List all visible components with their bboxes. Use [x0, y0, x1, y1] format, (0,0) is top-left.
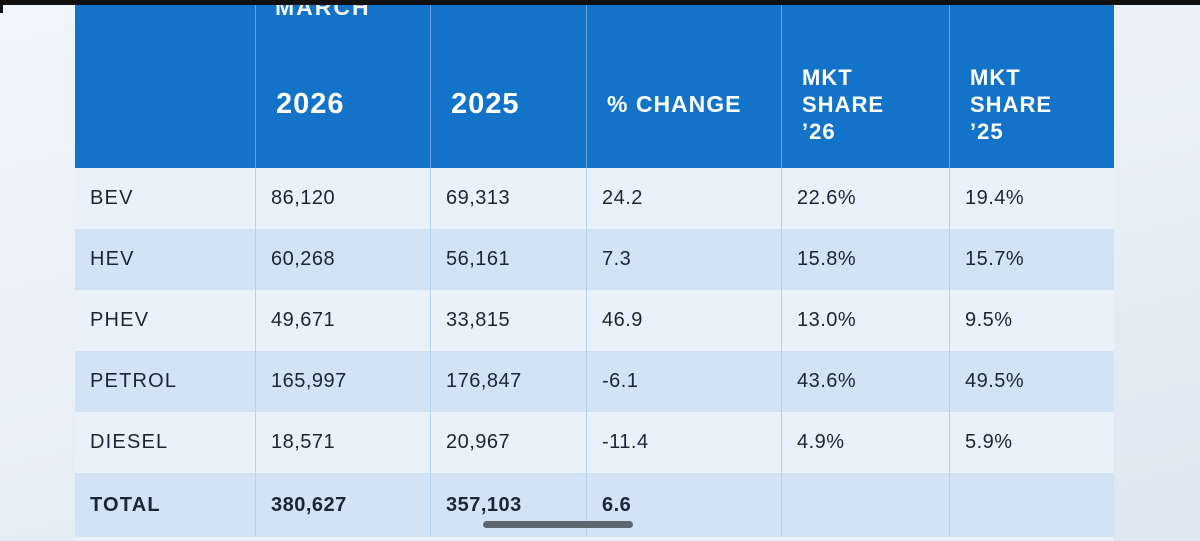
cell-percent-change: 46.9 — [586, 290, 781, 351]
cell-2025-value: 69,313 — [430, 168, 586, 229]
table-row-hev: HEV 60,268 56,161 7.3 15.8% 15.7% — [75, 229, 1114, 290]
cell-2025-value: 33,815 — [430, 290, 586, 351]
cell-2025-value: 357,103 — [430, 473, 586, 537]
table-row-diesel: DIESEL 18,571 20,967 -11.4 4.9% 5.9% — [75, 412, 1114, 473]
cell-fuel-label: PHEV — [90, 309, 150, 331]
cell-percent-change: -6.1 — [586, 351, 781, 412]
window-top-edge — [0, 0, 1200, 5]
cell-mkt-share-26: 43.6% — [781, 351, 949, 412]
cell-mkt-share-26 — [781, 473, 949, 537]
cell-fuel-label: DIESEL — [90, 431, 169, 453]
cell-2026-value: 165,997 — [255, 351, 430, 412]
cell-percent-change: 6.6 — [586, 473, 781, 537]
header-line: MKT — [802, 64, 853, 90]
table-row-total: TOTAL 380,627 357,103 6.6 — [75, 473, 1114, 537]
cell-fuel-label: HEV — [90, 248, 135, 270]
month-title: MARCH — [275, 0, 371, 20]
cell-mkt-share-25: 19.4% — [949, 168, 1114, 229]
cell-mkt-share-25: 15.7% — [949, 229, 1114, 290]
header-cell-mkt-share-25: MKT SHARE ’25 — [949, 0, 1114, 168]
header-cell-percent-change: % CHANGE — [586, 0, 781, 168]
cell-mkt-share-25: 5.9% — [949, 412, 1114, 473]
cell-mkt-share-25: 9.5% — [949, 290, 1114, 351]
window-corner-edge — [0, 0, 3, 13]
cell-2026-value: 60,268 — [255, 229, 430, 290]
cell-percent-change: -11.4 — [586, 412, 781, 473]
cell-mkt-share-25 — [949, 473, 1114, 537]
table-row-petrol: PETROL 165,997 176,847 -6.1 43.6% 49.5% — [75, 351, 1114, 412]
cell-2026-value: 18,571 — [255, 412, 430, 473]
cell-2026-value: 86,120 — [255, 168, 430, 229]
fuel-type-registrations-table: MARCH 2026 2025 % CHANGE MKT SHARE ’26 M… — [75, 0, 1114, 541]
cell-mkt-share-26: 22.6% — [781, 168, 949, 229]
table-row-phev: PHEV 49,671 33,815 46.9 13.0% 9.5% — [75, 290, 1114, 351]
header-line: MKT — [970, 64, 1021, 90]
cell-fuel-label: PETROL — [90, 370, 178, 392]
cell-2026-value: 380,627 — [255, 473, 430, 537]
horizontal-scrollbar-thumb[interactable] — [483, 521, 633, 528]
cell-mkt-share-25: 49.5% — [949, 351, 1114, 412]
table-row-bev: BEV 86,120 69,313 24.2 22.6% 19.4% — [75, 168, 1114, 229]
header-line: SHARE — [970, 91, 1053, 117]
cell-mkt-share-26: 15.8% — [781, 229, 949, 290]
table-header-row: MARCH 2026 2025 % CHANGE MKT SHARE ’26 M… — [75, 0, 1114, 168]
header-cell-2025: 2025 — [430, 0, 586, 168]
next-row-edge — [75, 537, 1114, 541]
header-line: ’25 — [970, 118, 1004, 144]
header-cell-fuel-type — [75, 0, 255, 168]
header-line: ’26 — [802, 118, 836, 144]
header-line: SHARE — [802, 91, 885, 117]
cell-2025-value: 20,967 — [430, 412, 586, 473]
cell-2025-value: 176,847 — [430, 351, 586, 412]
cell-percent-change: 7.3 — [586, 229, 781, 290]
cell-fuel-label: BEV — [90, 187, 134, 209]
cell-2025-value: 56,161 — [430, 229, 586, 290]
cell-2026-value: 49,671 — [255, 290, 430, 351]
cell-fuel-label: TOTAL — [90, 493, 161, 516]
header-cell-2026: 2026 — [255, 0, 430, 168]
header-cell-mkt-share-26: MKT SHARE ’26 — [781, 0, 949, 168]
cell-mkt-share-26: 4.9% — [781, 412, 949, 473]
cell-mkt-share-26: 13.0% — [781, 290, 949, 351]
cell-percent-change: 24.2 — [586, 168, 781, 229]
